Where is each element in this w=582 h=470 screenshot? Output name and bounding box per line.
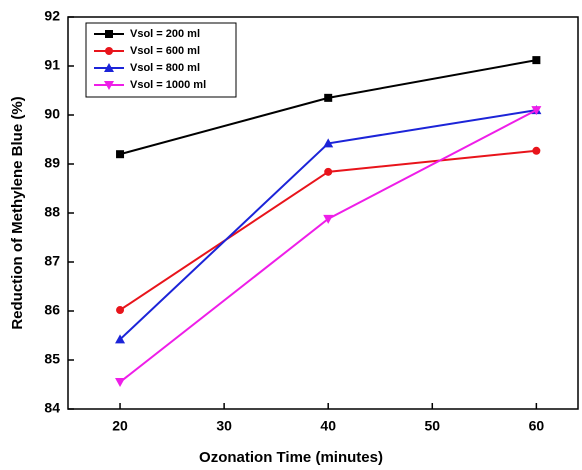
legend-label: Vsol = 1000 ml: [130, 79, 206, 91]
marker: [323, 214, 334, 224]
marker: [105, 47, 113, 55]
marker: [116, 306, 125, 315]
marker: [532, 146, 541, 155]
y-tick-label: 88: [44, 204, 60, 220]
x-tick-label: 50: [424, 418, 440, 434]
y-axis-title: Reduction of Methylene Blue (%): [9, 96, 26, 329]
marker: [532, 56, 541, 65]
legend-label: Vsol = 200 ml: [130, 28, 200, 40]
marker: [105, 30, 113, 38]
marker: [324, 93, 333, 102]
x-axis-title: Ozonation Time (minutes): [199, 449, 383, 466]
x-tick-label: 20: [112, 418, 128, 434]
marker: [104, 81, 114, 90]
y-tick-label: 84: [44, 400, 60, 416]
y-tick-label: 92: [44, 8, 60, 24]
x-tick-label: 60: [529, 418, 545, 434]
y-tick-label: 90: [44, 106, 60, 122]
marker: [116, 150, 125, 159]
x-tick-label: 30: [216, 418, 232, 434]
x-tick-label: 40: [320, 418, 336, 434]
series-line: [119, 109, 537, 383]
y-tick-label: 91: [44, 57, 60, 73]
marker: [104, 63, 114, 72]
marker: [115, 378, 126, 388]
y-tick-label: 86: [44, 302, 60, 318]
y-tick-label: 87: [44, 253, 60, 269]
marker: [323, 138, 334, 148]
marker: [324, 167, 333, 176]
y-tick-label: 89: [44, 155, 60, 171]
marker: [531, 106, 542, 116]
marker: [115, 334, 126, 344]
y-tick-label: 85: [44, 351, 60, 367]
legend-label: Vsol = 600 ml: [130, 45, 200, 57]
legend-label: Vsol = 800 ml: [130, 62, 200, 74]
